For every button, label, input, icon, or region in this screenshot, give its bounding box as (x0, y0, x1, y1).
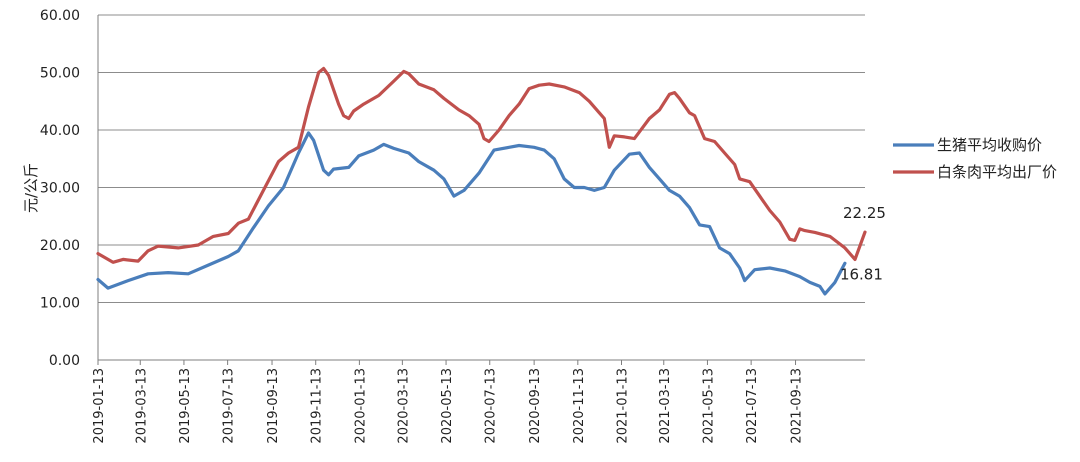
legend-label-1: 生猪平均收购价 (937, 136, 1042, 154)
x-tick-label: 2021-01-13 (616, 368, 631, 444)
series-line-2 (96, 66, 867, 264)
end-labels: 16.81 22.25 (840, 204, 886, 283)
x-tick-label: 2019-05-13 (178, 368, 193, 444)
y-tick-label: 50.00 (40, 66, 80, 82)
x-axis-ticks: 2019-01-13 2019-03-13 2019-05-13 2019-07-13… (92, 360, 805, 444)
x-tick-label: 2020-01-13 (353, 368, 368, 444)
x-tick-label: 2019-01-13 (92, 368, 107, 444)
x-tick-label: 2020-11-13 (572, 368, 587, 444)
x-tick-label: 2021-03-13 (658, 368, 673, 444)
grid-lines (97, 14, 865, 361)
x-tick-label: 2020-05-13 (440, 368, 455, 444)
y-axis-ticks: 0.00 10.00 20.00 30.00 40.00 50.00 60.00 (40, 8, 80, 369)
y-tick-label: 0.00 (49, 353, 80, 369)
x-tick-label: 2019-11-13 (310, 368, 325, 444)
y-tick-label: 20.00 (40, 238, 80, 254)
x-tick-label: 2020-09-13 (528, 368, 543, 444)
end-value-label-1: 16.81 (840, 265, 883, 283)
x-tick-label: 2019-03-13 (134, 368, 149, 444)
x-tick-label: 2020-03-13 (396, 368, 411, 444)
y-tick-label: 10.00 (40, 296, 80, 312)
series-lines (96, 66, 867, 296)
end-value-label-2: 22.25 (843, 204, 886, 222)
x-tick-label: 2020-07-13 (484, 368, 499, 444)
y-tick-label: 40.00 (40, 123, 80, 139)
series-line-1 (96, 131, 847, 296)
y-tick-label: 30.00 (40, 181, 80, 197)
x-tick-label: 2019-09-13 (266, 368, 281, 444)
x-tick-label: 2021-05-13 (701, 368, 716, 444)
y-axis-label: 元/公斤 (22, 163, 40, 213)
x-tick-label: 2019-07-13 (222, 368, 237, 444)
legend-label-2: 白条肉平均出厂价 (937, 163, 1057, 181)
y-tick-label: 60.00 (40, 8, 80, 24)
x-tick-label: 2021-07-13 (745, 368, 760, 444)
x-tick-label: 2021-09-13 (790, 368, 805, 444)
